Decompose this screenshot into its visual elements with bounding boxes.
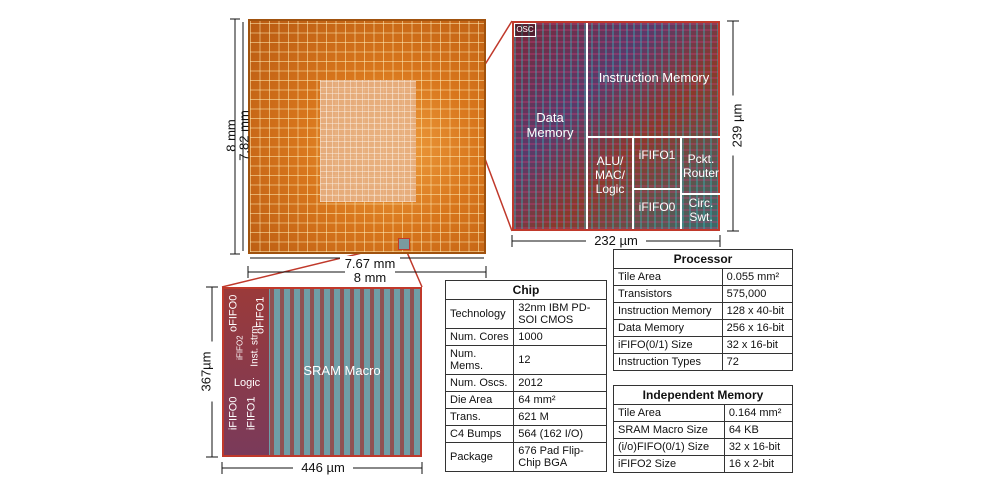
spec-key: iFIFO(0/1) Size <box>613 336 723 354</box>
chip-table-title: Chip <box>445 280 607 300</box>
spec-value: 0.164 mm² <box>723 404 794 422</box>
spec-key: Num. Mems. <box>444 345 515 375</box>
spec-value: 128 x 40-bit <box>721 302 794 320</box>
table-row: Instruction Types 72 <box>613 353 794 371</box>
table-row: Package 676 Pad Flip-Chip BGA <box>444 442 607 472</box>
divider <box>586 23 588 229</box>
spec-value: 0.055 mm² <box>721 268 794 286</box>
spec-value: 32nm IBM PD-SOI CMOS <box>513 299 607 329</box>
instruction-memory-label: Instruction Memory <box>598 70 710 85</box>
sram-fifo-column: oFIFO0 iFIFO2 Inst. strm. oFIFO1 Logic i… <box>224 289 269 455</box>
table-row: Instruction Memory 128 x 40-bit <box>613 302 794 320</box>
sram-width-label: 446 µm <box>293 460 353 475</box>
processor-spec-table: Processor Tile Area 0.055 mm² Transistors… <box>613 249 794 371</box>
divider <box>632 188 682 190</box>
ififo0-sram-label: iFIFO0 <box>227 396 240 431</box>
divider <box>680 193 720 195</box>
table-row: Num. Cores 1000 <box>444 328 607 346</box>
processor-tile-zoom: OSC Data Memory Instruction Memory ALU/ … <box>512 21 720 231</box>
sram-height-label: 367µm <box>198 341 214 402</box>
table-row: Technology 32nm IBM PD-SOI CMOS <box>444 299 607 329</box>
alu-mac-logic-label: ALU/ MAC/ Logic <box>595 154 625 196</box>
divider <box>632 136 634 229</box>
table-row: (i/o)FIFO(0/1) Size 32 x 16-bit <box>613 438 794 456</box>
spec-key: C4 Bumps <box>444 425 515 443</box>
spec-key: Transistors <box>613 285 723 303</box>
table-row: Transistors 575,000 <box>613 285 794 303</box>
spec-value: 64 mm² <box>513 391 607 409</box>
spec-value: 12 <box>513 345 607 375</box>
table-row: Data Memory 256 x 16-bit <box>613 319 794 337</box>
spec-key: Die Area <box>444 391 515 409</box>
ofifo1-label: oFIFO1 <box>254 296 267 334</box>
ififo1-sram-label: iFIFO1 <box>245 396 258 431</box>
memory-spec-table: Independent Memory Tile Area 0.164 mm² SR… <box>613 385 794 473</box>
osc-block: OSC <box>514 23 536 37</box>
table-row: Trans. 621 M <box>444 408 607 426</box>
table-row: Die Area 64 mm² <box>444 391 607 409</box>
spec-value: 564 (162 I/O) <box>513 425 607 443</box>
spec-key: Num. Cores <box>444 328 515 346</box>
spec-key: Package <box>444 442 515 472</box>
spec-value: 1000 <box>513 328 607 346</box>
spec-key: Num. Oscs. <box>444 374 515 392</box>
table-row: Num. Oscs. 2012 <box>444 374 607 392</box>
spec-value: 256 x 16-bit <box>721 319 794 337</box>
spec-value: 575,000 <box>721 285 794 303</box>
table-row: Tile Area 0.164 mm² <box>613 404 794 422</box>
table-row: Num. Mems. 12 <box>444 345 607 375</box>
spec-key: Technology <box>444 299 515 329</box>
die-width-8mm-label: 8 mm <box>345 270 395 285</box>
tile-height-label: 239 µm <box>729 95 745 156</box>
table-row: iFIFO(0/1) Size 32 x 16-bit <box>613 336 794 354</box>
spec-key: iFIFO2 Size <box>613 455 725 473</box>
ififo2-label: iFIFO2 <box>235 335 245 360</box>
ififo0-label: iFIFO0 <box>638 200 676 214</box>
spec-value: 621 M <box>513 408 607 426</box>
packet-router-label: Pckt. Router <box>682 152 720 180</box>
ofifo0-left-label: oFIFO0 <box>227 294 240 332</box>
table-row: Tile Area 0.055 mm² <box>613 268 794 286</box>
spec-key: SRAM Macro Size <box>613 421 725 439</box>
spec-value: 2012 <box>513 374 607 392</box>
circuit-switch-label: Circ. Swt. <box>688 196 714 224</box>
divider <box>680 136 682 229</box>
spec-value: 16 x 2-bit <box>723 455 794 473</box>
tile-width-label: 232 µm <box>586 233 646 248</box>
spec-value: 32 x 16-bit <box>723 438 794 456</box>
sram-macro-label: SRAM Macro <box>303 363 381 378</box>
spec-key: Instruction Types <box>613 353 723 371</box>
processor-table-title: Processor <box>613 249 793 269</box>
spec-key: Trans. <box>444 408 515 426</box>
spec-key: Tile Area <box>613 268 723 286</box>
ififo1-label: iFIFO1 <box>638 148 676 162</box>
sram-location-marker <box>398 238 410 250</box>
data-memory-label: Data Memory <box>526 110 574 140</box>
logic-label: Logic <box>233 377 261 389</box>
spec-value: 72 <box>721 353 794 371</box>
die-width-767mm-label: 7.67 mm <box>340 256 400 271</box>
spec-value: 64 KB <box>723 421 794 439</box>
die-core-region <box>320 80 416 202</box>
divider <box>586 136 720 138</box>
memory-table-title: Independent Memory <box>613 385 793 405</box>
spec-key: Tile Area <box>613 404 725 422</box>
table-row: C4 Bumps 564 (162 I/O) <box>444 425 607 443</box>
spec-key: (i/o)FIFO(0/1) Size <box>613 438 725 456</box>
spec-value: 32 x 16-bit <box>721 336 794 354</box>
table-row: SRAM Macro Size 64 KB <box>613 421 794 439</box>
chip-spec-table: Chip Technology 32nm IBM PD-SOI CMOS Num.… <box>444 280 607 472</box>
die-height-782mm-label: 7.82 mm <box>236 110 252 161</box>
table-row: iFIFO2 Size 16 x 2-bit <box>613 455 794 473</box>
spec-key: Data Memory <box>613 319 723 337</box>
spec-value: 676 Pad Flip-Chip BGA <box>513 442 607 472</box>
spec-key: Instruction Memory <box>613 302 723 320</box>
